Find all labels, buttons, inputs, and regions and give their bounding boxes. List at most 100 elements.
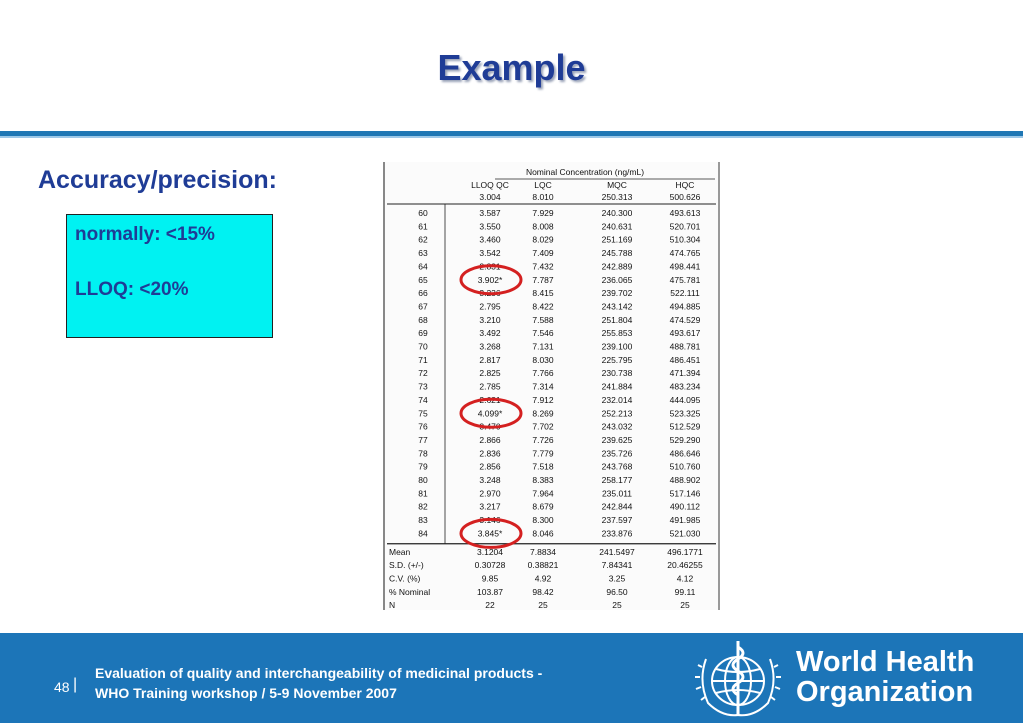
stat-label: S.D. (+/-)	[389, 560, 424, 570]
row-label: 84	[418, 528, 428, 538]
table-cell: 7.546	[532, 328, 554, 338]
footer-caption: Evaluation of quality and interchangeabi…	[95, 663, 542, 703]
table-cell: 475.781	[670, 275, 701, 285]
title-rule	[0, 131, 1023, 136]
table-cell: 225.795	[602, 355, 633, 365]
nominal-value: 250.313	[602, 192, 633, 202]
row-label: 70	[418, 342, 428, 352]
table-cell: 3.587	[479, 208, 501, 218]
table-cell: 494.885	[670, 301, 701, 311]
stat-label: % Nominal	[389, 587, 430, 597]
stat-value: 9.85	[482, 573, 499, 583]
note-line-lloq: LLOQ: <20%	[75, 279, 189, 300]
table-cell: 520.701	[670, 221, 701, 231]
table-cell: 239.702	[602, 288, 633, 298]
table-cell: 7.787	[532, 275, 554, 285]
table-cell: 2.856	[479, 462, 501, 472]
footer-line-1: Evaluation of quality and interchangeabi…	[95, 665, 543, 681]
table-cell: 251.804	[602, 315, 633, 325]
table-cell: 474.765	[670, 248, 701, 258]
nominal-value: 8.010	[532, 192, 554, 202]
row-label: 71	[418, 355, 428, 365]
row-label: 68	[418, 315, 428, 325]
row-label: 60	[418, 208, 428, 218]
stat-label: C.V. (%)	[389, 573, 421, 583]
stat-value: 25	[680, 600, 690, 610]
table-cell: 2.825	[479, 368, 501, 378]
row-label: 66	[418, 288, 428, 298]
scanned-table-svg: Nominal Concentration (ng/mL) LLOQ QC LQC M…	[387, 167, 716, 610]
who-name-line-1: World Health	[796, 646, 975, 678]
highlight-circle	[459, 264, 523, 296]
table-cell: 522.111	[670, 288, 700, 298]
table-cell: 8.422	[532, 301, 554, 311]
table-cell: 8.269	[532, 408, 554, 418]
table-cell: 2.785	[479, 382, 501, 392]
stat-value: 496.1771	[667, 547, 703, 557]
row-label: 61	[418, 221, 428, 231]
row-label: 74	[418, 395, 428, 405]
table-cell: 521.030	[670, 528, 701, 538]
row-label: 72	[418, 368, 428, 378]
table-cell: 3.210	[479, 315, 501, 325]
table-cell: 523.325	[670, 408, 701, 418]
table-cell: 2.795	[479, 301, 501, 311]
stat-label: N	[389, 600, 395, 610]
table-cell: 235.011	[602, 488, 632, 498]
table-cell: 3.550	[479, 221, 501, 231]
table-cell: 493.613	[670, 208, 701, 218]
table-cell: 3.460	[479, 235, 501, 245]
table-cell: 488.781	[670, 342, 701, 352]
table-cell: 243.032	[602, 422, 633, 432]
stat-value: 7.84341	[602, 560, 633, 570]
table-cell: 255.853	[602, 328, 633, 338]
table-cell: 486.646	[670, 448, 701, 458]
table-cell: 498.441	[670, 261, 701, 271]
table-cell: 242.889	[602, 261, 633, 271]
stat-value: 4.12	[677, 573, 694, 583]
table-cell: 7.912	[532, 395, 554, 405]
table-cell: 3.542	[479, 248, 501, 258]
row-label: 75	[418, 408, 428, 418]
highlight-circle	[459, 517, 523, 549]
table-cell: 510.304	[670, 235, 701, 245]
row-label: 80	[418, 475, 428, 485]
row-label: 81	[418, 488, 428, 498]
row-label: 62	[418, 235, 428, 245]
row-label: 67	[418, 301, 428, 311]
column-header: HQC	[676, 180, 695, 190]
table-cell: 237.597	[602, 515, 633, 525]
table-cell: 3.902*	[478, 275, 503, 285]
stat-value: 25	[538, 600, 548, 610]
table-cell: 512.529	[670, 422, 701, 432]
stat-value: 96.50	[606, 587, 628, 597]
footer: 48 | Evaluation of quality and interchan…	[0, 633, 1023, 723]
table-cell: 3.492	[479, 328, 501, 338]
nominal-value: 500.626	[670, 192, 701, 202]
table-cell: 258.177	[602, 475, 633, 485]
stat-value: 241.5497	[599, 547, 635, 557]
table-cell: 240.631	[602, 221, 633, 231]
table-cell: 241.884	[602, 382, 633, 392]
table-cell: 7.409	[532, 248, 554, 258]
note-line-normally: normally: <15%	[75, 224, 215, 245]
table-cell: 243.768	[602, 462, 633, 472]
table-cell: 8.679	[532, 502, 554, 512]
table-cell: 239.625	[602, 435, 633, 445]
table-cell: 8.300	[532, 515, 554, 525]
stat-value: 98.42	[532, 587, 554, 597]
table-cell: 491.985	[670, 515, 701, 525]
table-cell: 7.929	[532, 208, 554, 218]
note-box: normally: <15% LLOQ: <20%	[66, 214, 273, 338]
table-cell: 8.415	[532, 288, 554, 298]
table-cell: 245.788	[602, 248, 633, 258]
table-cell: 3.217	[479, 502, 501, 512]
column-header: MQC	[607, 180, 627, 190]
scanned-table: Nominal Concentration (ng/mL) LLOQ QC LQC M…	[383, 162, 720, 610]
table-cell: 7.964	[532, 488, 554, 498]
row-label: 79	[418, 462, 428, 472]
table-cell: 8.046	[532, 528, 554, 538]
table-cell: 3.845*	[478, 528, 503, 538]
table-cell: 239.100	[602, 342, 633, 352]
table-cell: 7.518	[532, 462, 554, 472]
